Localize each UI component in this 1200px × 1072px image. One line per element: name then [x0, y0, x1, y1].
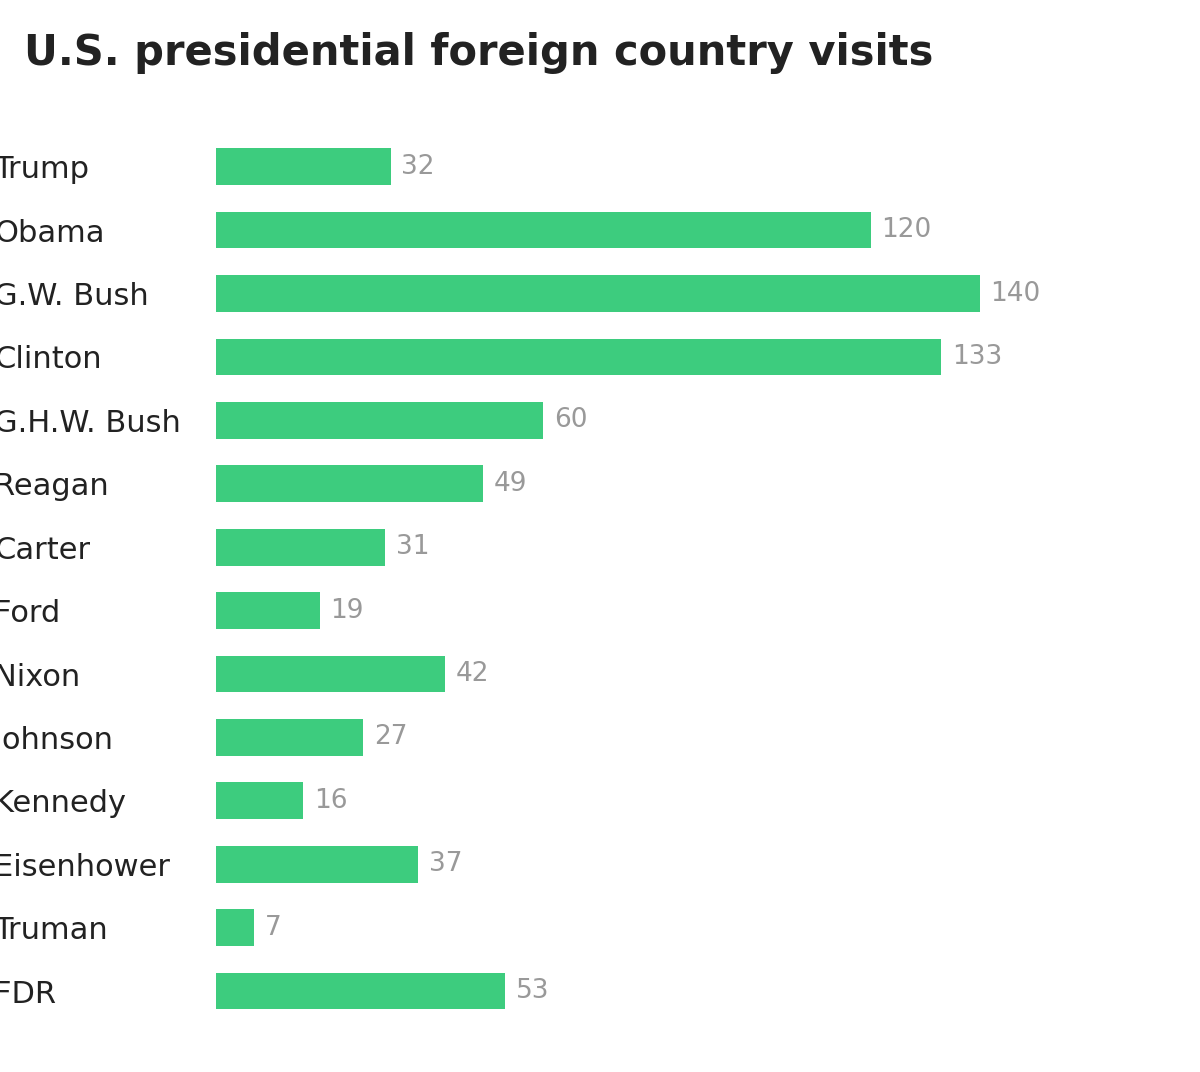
Bar: [216, 211, 870, 249]
Bar: [216, 846, 418, 882]
Text: 140: 140: [990, 281, 1040, 307]
Text: 37: 37: [428, 851, 462, 877]
Text: 60: 60: [554, 407, 588, 433]
Bar: [216, 276, 979, 312]
Text: 7: 7: [265, 914, 282, 940]
Text: 133: 133: [953, 344, 1003, 370]
Text: 19: 19: [330, 597, 364, 624]
Bar: [216, 783, 304, 819]
Text: 27: 27: [374, 725, 408, 750]
Bar: [216, 402, 544, 438]
Text: 16: 16: [314, 788, 348, 814]
Bar: [216, 465, 484, 502]
Bar: [216, 972, 505, 1010]
Text: U.S. presidential foreign country visits: U.S. presidential foreign country visits: [24, 32, 934, 74]
Bar: [216, 909, 254, 947]
Text: 49: 49: [494, 471, 528, 496]
Text: 120: 120: [882, 218, 931, 243]
Bar: [216, 148, 390, 185]
Text: 53: 53: [516, 978, 550, 1004]
Text: 42: 42: [456, 661, 490, 687]
Bar: [216, 592, 319, 629]
Bar: [216, 339, 942, 375]
Bar: [216, 719, 364, 756]
Text: 32: 32: [402, 153, 434, 180]
Bar: [216, 656, 445, 693]
Bar: [216, 528, 385, 566]
Text: 31: 31: [396, 534, 430, 561]
